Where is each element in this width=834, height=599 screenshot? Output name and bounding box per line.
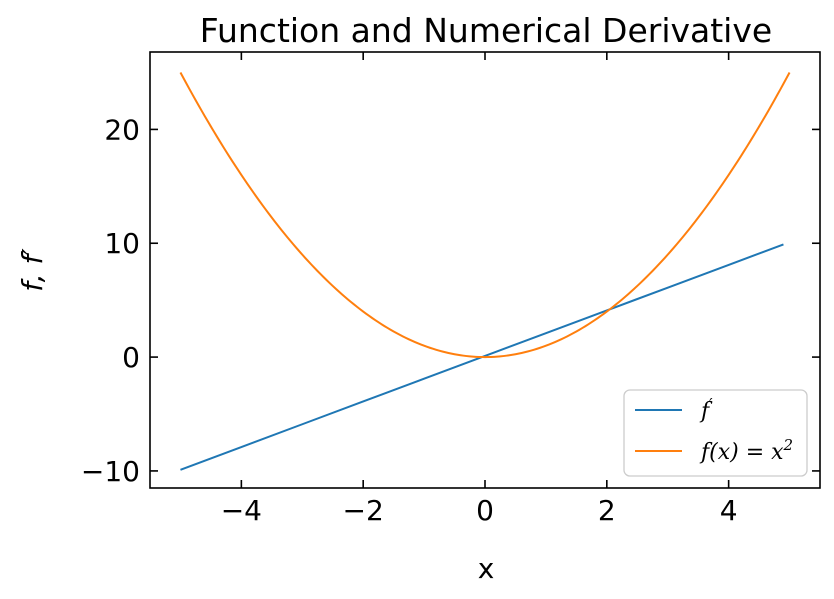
plot-lines	[179, 72, 791, 471]
y-axis-ticks: −10 0 10 20	[81, 113, 820, 488]
y-tick-label: 0	[122, 341, 140, 374]
legend-box	[623, 389, 808, 477]
y-tick-label: 10	[104, 227, 140, 260]
x-tick-label: 4	[720, 494, 738, 527]
x-axis-label: x	[478, 552, 495, 585]
legend-label-function: f(x) = x2	[699, 436, 793, 465]
x-tick-label: −2	[343, 494, 384, 527]
x-axis-ticks: −4 −2 0 2 4	[221, 52, 738, 527]
x-tick-label: 2	[598, 494, 616, 527]
series-line-function	[179, 72, 791, 359]
x-tick-label: 0	[476, 494, 494, 527]
y-tick-label: 20	[104, 113, 140, 146]
y-axis-label: f, f′	[16, 248, 49, 292]
legend: f′ f(x) = x2	[623, 389, 808, 477]
y-tick-label: −10	[81, 455, 140, 488]
series-line-derivative	[180, 243, 784, 471]
x-tick-label: −4	[221, 494, 262, 527]
chart-title: Function and Numerical Derivative	[200, 11, 772, 50]
